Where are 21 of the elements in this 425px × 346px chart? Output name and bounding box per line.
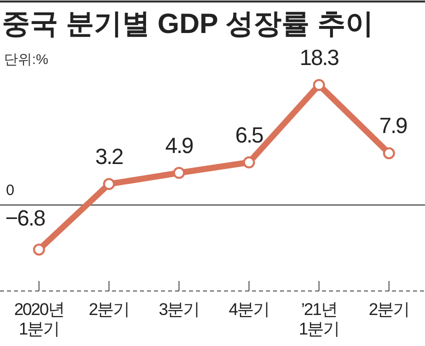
point	[103, 178, 115, 190]
data-label: −6.8	[5, 206, 46, 231]
point	[243, 156, 255, 168]
point	[173, 166, 185, 179]
text: 단위:%	[4, 51, 48, 67]
data-label: 6.5	[235, 122, 264, 148]
x-tick-label: 2분기	[368, 300, 410, 319]
ref-line-label: 0	[6, 182, 14, 200]
x-tick-label: 4분기	[228, 300, 270, 319]
point	[383, 147, 395, 160]
chart-title: 중국 분기별 GDP 성장률 추이	[2, 8, 374, 39]
point	[33, 244, 45, 256]
x-tick-label: 2020년 1분기	[14, 300, 64, 339]
point	[313, 79, 325, 91]
data-label: 3.2	[95, 144, 124, 170]
data-label: 18.3	[300, 45, 340, 70]
x-tick-label: 3분기	[158, 300, 200, 319]
data-label: 4.9	[165, 132, 194, 158]
x-tick-label: ’21년 1분기	[298, 300, 340, 339]
x-tick-label: 2분기	[88, 300, 130, 319]
data-label: 7.9	[379, 113, 408, 138]
